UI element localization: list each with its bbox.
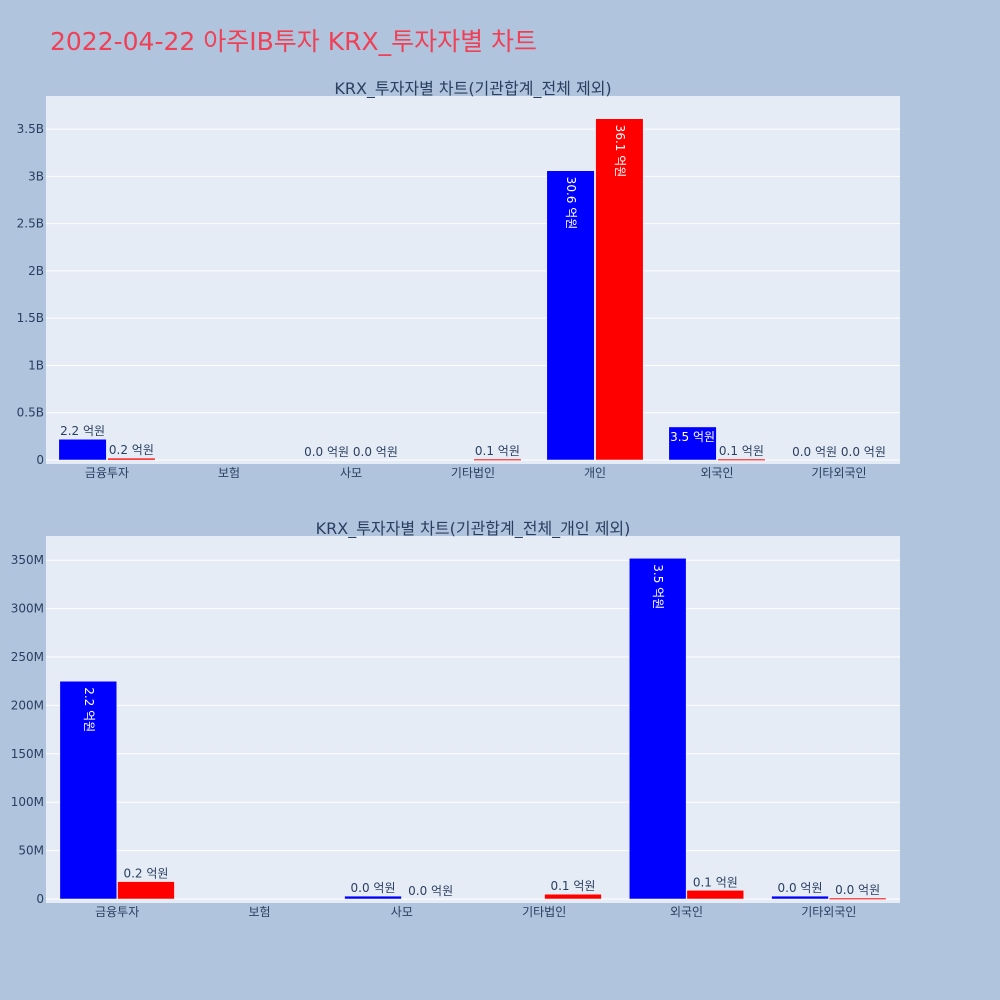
y-tick-label: 350M <box>11 553 44 567</box>
x-tick-label: 기타외국인 <box>811 466 866 480</box>
bar-value-label: 0.0 억원 <box>353 445 398 459</box>
y-tick-label: 0 <box>36 453 44 467</box>
y-tick-label: 300M <box>11 602 44 616</box>
bar-value-label: 2.2 억원 <box>60 424 105 438</box>
bar-value-label: 36.1 억원 <box>613 125 627 178</box>
buy-bar <box>58 438 107 461</box>
buy-bar <box>668 426 717 461</box>
bar-value-label: 2.2 억원 <box>82 687 96 732</box>
chart-title: KRX_투자자별 차트(기관합계_전체_개인 제외) <box>316 519 631 539</box>
sell-bar <box>473 458 522 461</box>
x-tick-label: 사모 <box>340 466 362 480</box>
y-tick-label: 100M <box>11 795 44 809</box>
sell-bar <box>595 118 644 461</box>
chart-title: KRX_투자자별 차트(기관합계_전체 제외) <box>334 79 611 99</box>
x-tick-label: 보험 <box>248 905 270 919</box>
y-tick-label: 150M <box>11 747 44 761</box>
x-tick-label: 외국인 <box>700 466 733 480</box>
y-tick-label: 3.5B <box>17 122 44 136</box>
bar-value-label: 30.6 억원 <box>564 177 578 230</box>
x-tick-label: 기타법인 <box>451 466 495 480</box>
y-tick-label: 1.5B <box>17 311 44 325</box>
bar-value-label: 0.1 억원 <box>693 875 738 889</box>
bar-value-label: 0.2 억원 <box>109 443 154 457</box>
x-tick-label: 사모 <box>391 905 413 919</box>
x-tick-label: 금융투자 <box>85 466 129 480</box>
buy-bar <box>59 680 118 900</box>
bar-value-label: 0.2 억원 <box>123 867 168 881</box>
buy-bar <box>628 558 687 900</box>
plot-area <box>46 536 900 903</box>
buy-bar <box>546 170 595 461</box>
y-tick-label: 200M <box>11 698 44 712</box>
bar-value-label: 0.0 억원 <box>778 881 823 895</box>
sell-bar <box>544 893 602 900</box>
sell-bar <box>686 890 745 900</box>
x-tick-label: 기타외국인 <box>801 905 856 919</box>
x-tick-label: 보험 <box>218 466 240 480</box>
sell-bar <box>717 458 766 461</box>
sell-bar <box>107 457 156 461</box>
bar-value-label: 3.5 억원 <box>670 430 715 444</box>
x-tick-label: 금융투자 <box>95 905 139 919</box>
y-tick-label: 3B <box>28 169 44 183</box>
y-tick-label: 50M <box>18 844 44 858</box>
x-tick-label: 기타법인 <box>522 905 566 919</box>
x-tick-label: 외국인 <box>670 905 703 919</box>
plot-area <box>46 96 900 464</box>
x-tick-label: 개인 <box>584 466 606 480</box>
y-tick-label: 2B <box>28 264 44 278</box>
bar-value-label: 0.0 억원 <box>351 881 396 895</box>
bar-value-label: 0.0 억원 <box>841 445 886 459</box>
y-tick-label: 0 <box>36 892 44 906</box>
y-tick-label: 0.5B <box>17 406 44 420</box>
y-tick-label: 250M <box>11 650 44 664</box>
bar-value-label: 0.0 억원 <box>408 884 453 898</box>
bar-value-label: 0.0 억원 <box>304 445 349 459</box>
bar-value-label: 0.1 억원 <box>719 444 764 458</box>
sell-bar <box>117 881 175 900</box>
sell-bar <box>828 897 887 900</box>
y-tick-label: 2.5B <box>17 217 44 231</box>
y-tick-label: 1B <box>28 358 44 372</box>
bar-value-label: 3.5 억원 <box>651 564 665 609</box>
bar-value-label: 0.0 억원 <box>792 445 837 459</box>
bar-value-label: 0.1 억원 <box>550 879 595 893</box>
buy-bar <box>344 895 402 900</box>
bar-value-label: 0.0 억원 <box>835 883 880 897</box>
buy-bar <box>771 895 829 900</box>
bar-value-label: 0.1 억원 <box>475 444 520 458</box>
page-title: 2022-04-22 아주IB투자 KRX_투자자별 차트 <box>50 27 538 56</box>
